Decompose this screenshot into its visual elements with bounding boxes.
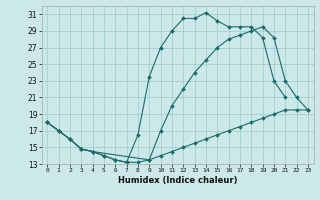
X-axis label: Humidex (Indice chaleur): Humidex (Indice chaleur) (118, 176, 237, 185)
